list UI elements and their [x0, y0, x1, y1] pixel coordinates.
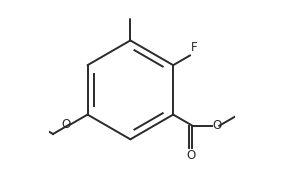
Text: O: O: [212, 119, 222, 132]
Text: O: O: [61, 118, 70, 131]
Text: O: O: [186, 149, 195, 162]
Text: F: F: [191, 41, 198, 55]
